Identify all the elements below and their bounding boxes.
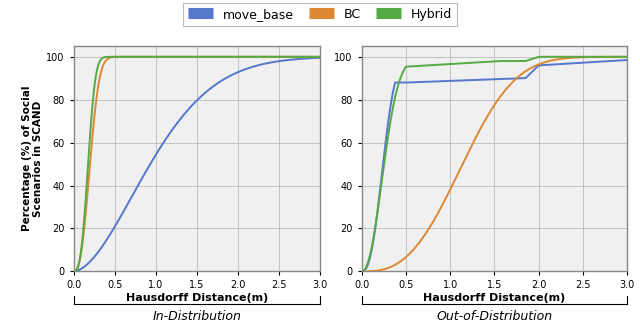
X-axis label: Hausdorff Distance(m): Hausdorff Distance(m) (125, 293, 268, 303)
Text: Out-of-Distribution: Out-of-Distribution (436, 310, 552, 323)
Text: In-Distribution: In-Distribution (152, 310, 241, 323)
X-axis label: Hausdorff Distance(m): Hausdorff Distance(m) (423, 293, 566, 303)
Legend: move_base, BC, Hybrid: move_base, BC, Hybrid (183, 3, 457, 26)
Y-axis label: Percentage (%) of Social
Scenarios in SCAND: Percentage (%) of Social Scenarios in SC… (22, 86, 44, 232)
